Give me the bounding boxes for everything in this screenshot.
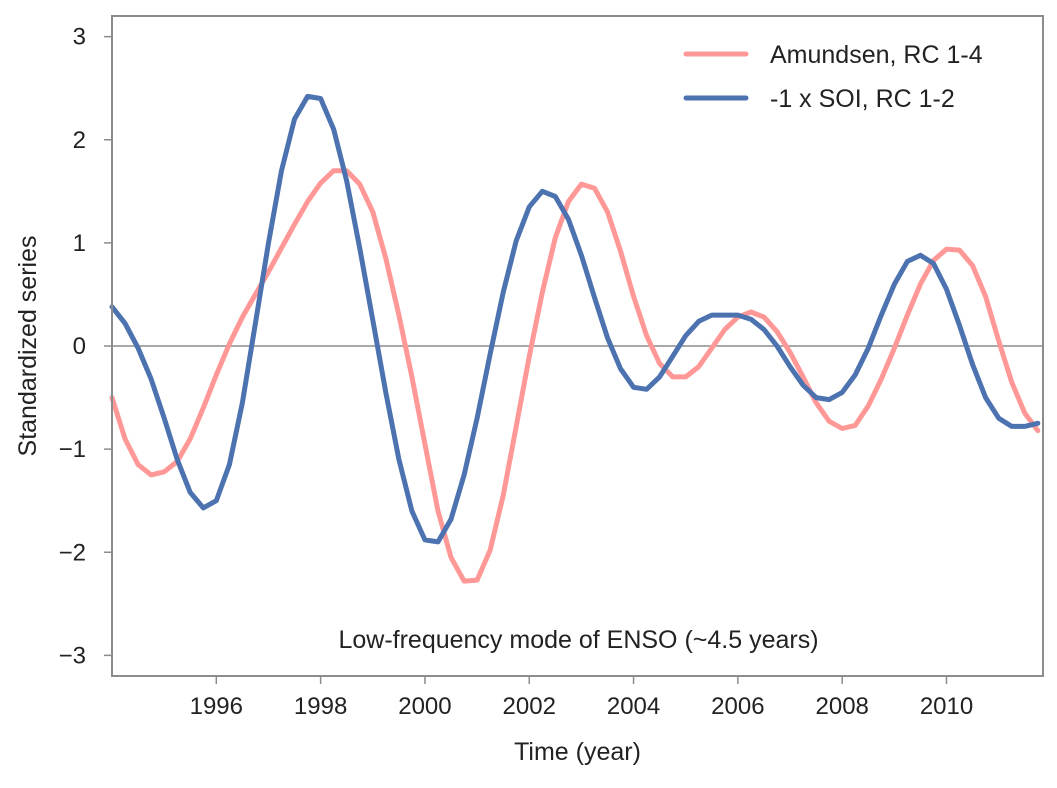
x-tick-label: 2000 bbox=[398, 693, 451, 720]
y-tick-label: −2 bbox=[59, 539, 86, 566]
series-lines bbox=[109, 93, 1041, 584]
chart-annotation: Low-frequency mode of ENSO (~4.5 years) bbox=[338, 626, 818, 654]
x-tick-label: 2002 bbox=[503, 693, 556, 720]
y-tick-label: −3 bbox=[59, 642, 86, 669]
x-tick-label: 2004 bbox=[607, 693, 660, 720]
x-tick-label: 2008 bbox=[816, 693, 869, 720]
x-tick-label: 2006 bbox=[711, 693, 764, 720]
y-tick-label: 3 bbox=[73, 24, 86, 51]
legend-label: Amundsen, RC 1-4 bbox=[770, 41, 983, 69]
x-tick-label: 1996 bbox=[190, 693, 243, 720]
x-tick-label: 2010 bbox=[920, 693, 973, 720]
axis-ticks: 1996 1998 2000 2002 2004 2006 2008 2010 3 2 1 0 −1 −2… bbox=[59, 24, 974, 720]
y-tick-label: 0 bbox=[73, 333, 86, 360]
series-line-2 bbox=[109, 93, 1041, 545]
series-line-1 bbox=[109, 168, 1041, 584]
plot-area-frame bbox=[111, 15, 1044, 677]
x-axis-title: Time (year) bbox=[514, 738, 641, 766]
y-tick-label: −1 bbox=[59, 436, 86, 463]
legend: Amundsen, RC 1-4 -1 x SOI, RC 1-2 bbox=[683, 41, 983, 113]
y-tick-label: 1 bbox=[73, 230, 86, 257]
x-tick-label: 1998 bbox=[294, 693, 347, 720]
y-tick-label: 2 bbox=[73, 127, 86, 154]
y-axis-title: Standardized series bbox=[14, 236, 42, 457]
legend-label: -1 x SOI, RC 1-2 bbox=[770, 85, 955, 113]
